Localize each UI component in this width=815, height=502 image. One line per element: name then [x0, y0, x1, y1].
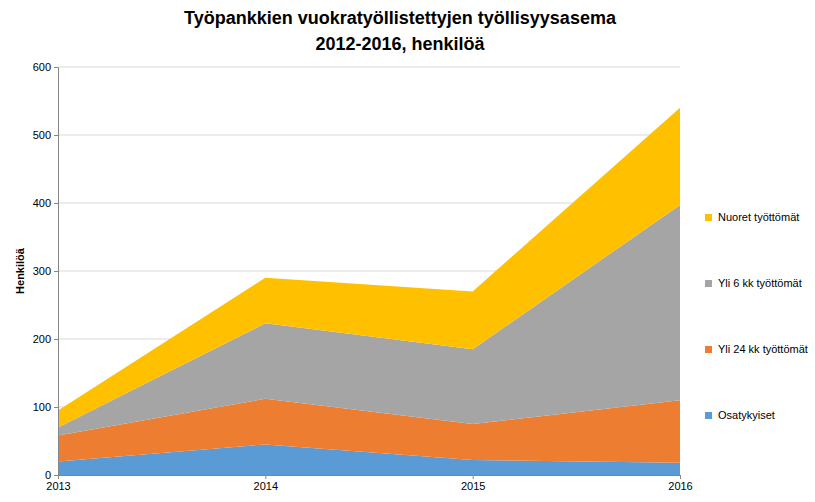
areas [58, 108, 680, 475]
y-tick: 600 [33, 61, 58, 73]
x-axis: 2013 2014 2015 2016 [46, 475, 692, 492]
y-tick-mark [54, 407, 58, 408]
plot: 01002003004005006002013201420152016 [33, 61, 693, 492]
x-tick-label: 2013 [46, 480, 70, 492]
legend-label: Nuoret työttömät [718, 211, 799, 223]
y-tick: 500 [33, 129, 58, 141]
y-tick-label: 300 [33, 265, 51, 277]
y-axis-title: Henkilöä [14, 247, 26, 294]
x-tick-label: 2014 [254, 480, 278, 492]
chart-title: Työpankkien vuokratyöllistettyjen työlli… [184, 8, 617, 28]
legend-swatch [705, 346, 712, 353]
y-tick: 400 [33, 197, 58, 209]
x-tick-mark [58, 475, 59, 479]
x-tick-mark [680, 475, 681, 479]
y-tick-label: 600 [33, 61, 51, 73]
x-tick-label: 2015 [461, 480, 485, 492]
y-axis: 0100200300400500600 [33, 61, 59, 481]
y-tick-mark [54, 475, 58, 476]
y-tick: 200 [33, 333, 58, 345]
legend: Nuoret työttömät Yli 6 kk työttömät Yli 24… [705, 211, 808, 421]
x-tick: 2014 [254, 475, 278, 492]
chart: Työpankkien vuokratyöllistettyjen työlli… [0, 0, 815, 502]
chart-title: 2012-2016, henkilöä [315, 34, 485, 54]
title-group: Työpankkien vuokratyöllistettyjen työlli… [184, 8, 617, 54]
area-series [58, 108, 680, 428]
y-tick: 100 [33, 401, 58, 413]
y-tick-mark [54, 67, 58, 68]
legend-swatch [705, 412, 712, 419]
x-tick-mark [265, 475, 266, 479]
x-tick-label: 2016 [668, 480, 692, 492]
grid [58, 67, 680, 475]
y-tick-mark [54, 135, 58, 136]
x-tick: 2016 [668, 475, 692, 492]
y-tick-mark [54, 339, 58, 340]
x-tick: 2013 [46, 475, 70, 492]
grid-line [58, 67, 680, 68]
x-tick-mark [473, 475, 474, 479]
y-tick-label: 100 [33, 401, 51, 413]
x-axis-line [59, 476, 681, 480]
legend-label: Osatykyiset [718, 409, 775, 421]
y-axis-line [54, 68, 59, 476]
legend-label: Yli 24 kk työttömät [718, 343, 808, 355]
y-tick-mark [54, 271, 58, 272]
grid-line [58, 135, 680, 136]
y-tick: 300 [33, 265, 58, 277]
x-tick: 2015 [461, 475, 485, 492]
y-tick-mark [54, 203, 58, 204]
y-tick-label: 200 [33, 333, 51, 345]
y-tick-label: 400 [33, 197, 51, 209]
legend-swatch [705, 280, 712, 287]
legend-swatch [705, 214, 712, 221]
legend-label: Yli 6 kk työttömät [718, 277, 802, 289]
y-tick-label: 500 [33, 129, 51, 141]
